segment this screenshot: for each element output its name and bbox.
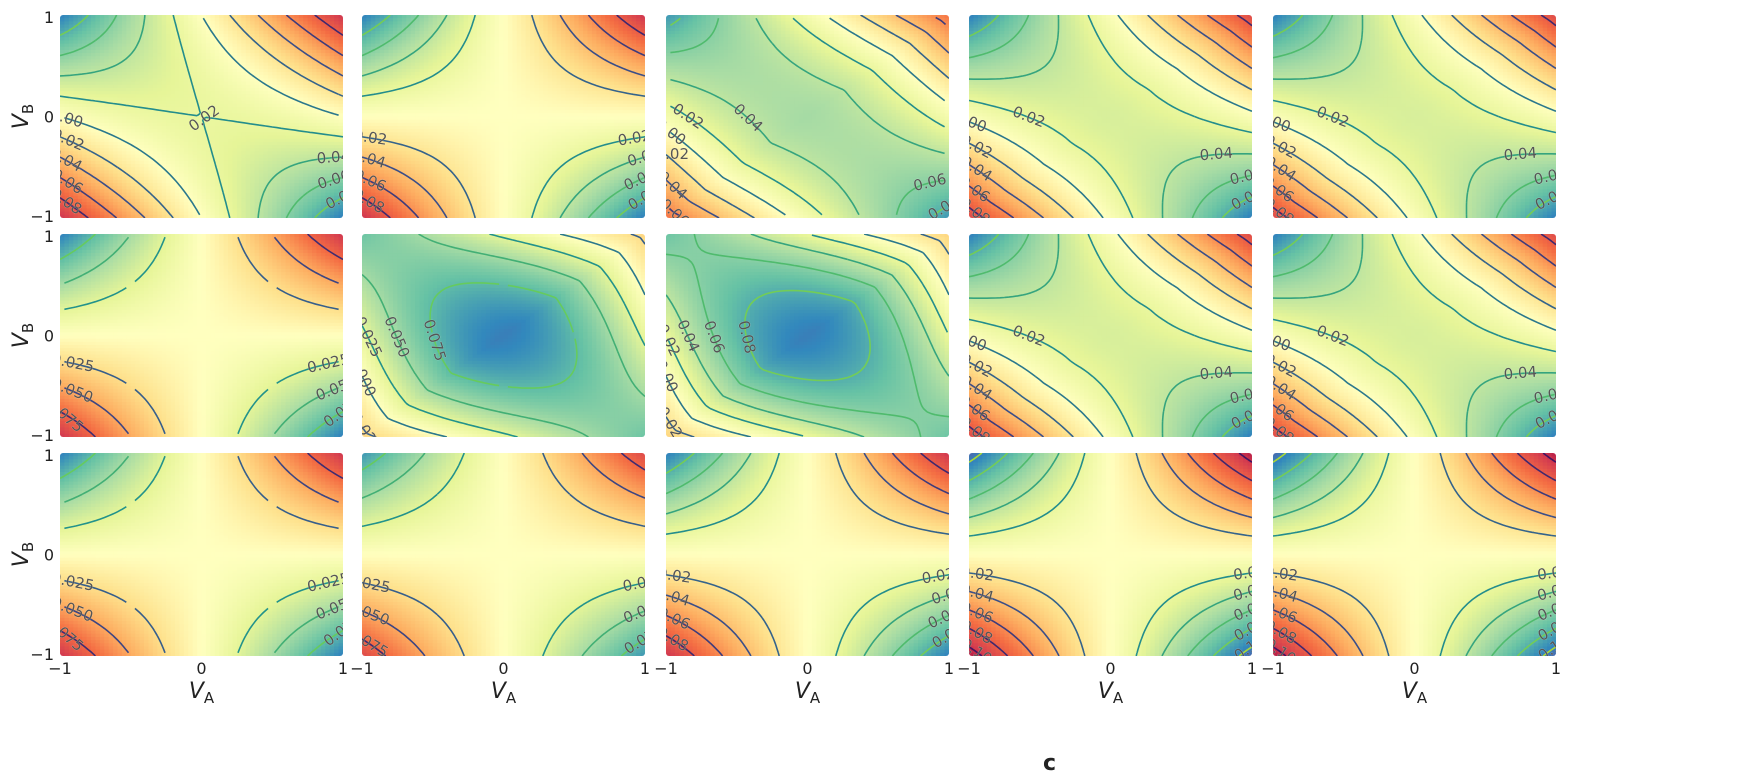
- heatmap-cell: [241, 215, 246, 219]
- heatmap-cell: [95, 215, 100, 219]
- heatmap-cell: [250, 215, 255, 219]
- heatmap-cell: [206, 215, 211, 219]
- heatmap-panel-2: 0.080.060.040.02−0.02−0.04−0.06−0.08: [339, 15, 663, 219]
- heatmap-cell: [60, 215, 65, 219]
- heatmap-cell: [193, 215, 198, 219]
- heatmap-cell: [131, 215, 136, 219]
- heatmap-cell: [290, 215, 295, 219]
- heatmap-cell: [122, 215, 127, 219]
- heatmap-cell: [157, 215, 162, 219]
- heatmap-cell: [117, 215, 122, 219]
- heatmap-cell: [179, 215, 184, 219]
- heatmap-cell: [144, 215, 149, 219]
- heatmap-cell: [197, 215, 202, 219]
- heatmap-cell: [277, 215, 282, 219]
- heatmap-cell: [184, 215, 189, 219]
- panels-layer: 0.080.060.040.020.00−0.02−0.04−0.06−0.08…: [33, 15, 1572, 668]
- heatmap-cell: [215, 215, 220, 219]
- heatmap-cell: [91, 215, 96, 219]
- heatmap-cell: [246, 215, 251, 219]
- heatmap-cell: [237, 215, 242, 219]
- heatmap-cell: [100, 215, 105, 219]
- heatmap-cell: [64, 215, 69, 219]
- heatmap-cell: [263, 215, 268, 219]
- heatmap-cell: [339, 215, 344, 219]
- heatmap-cell: [104, 215, 109, 219]
- heatmap-cell: [321, 215, 326, 219]
- heatmap-cell: [135, 215, 140, 219]
- contour-label: 0.04: [316, 147, 351, 168]
- heatmap-cell: [202, 215, 207, 219]
- heatmap-cell: [330, 215, 335, 219]
- heatmap-cell: [294, 215, 299, 219]
- heatmap-cell: [153, 215, 158, 219]
- heatmap-cell: [188, 215, 193, 219]
- heatmap-cell: [162, 215, 167, 219]
- heatmap-cell: [308, 215, 313, 219]
- heatmap-panel-1: 0.080.060.040.020.00−0.02−0.04−0.06−0.08: [36, 15, 360, 219]
- heatmap-cell: [259, 215, 264, 219]
- heatmap-cell: [148, 215, 153, 219]
- heatmap-cell: [175, 215, 180, 219]
- heatmap-cell: [299, 215, 304, 219]
- heatmap-cell: [281, 215, 286, 219]
- heatmap-cell: [210, 215, 215, 219]
- heatmap-cell: [232, 215, 237, 219]
- heatmap-cell: [126, 215, 131, 219]
- heatmap-cell: [268, 215, 273, 219]
- heatmap-cell: [334, 215, 339, 219]
- heatmap-cell: [224, 215, 229, 219]
- heatmap-cell: [219, 215, 224, 219]
- heatmap-cell: [325, 215, 330, 219]
- heatmap-cell: [272, 215, 277, 219]
- heatmap-cell: [78, 215, 83, 219]
- heatmap-cell: [303, 215, 308, 219]
